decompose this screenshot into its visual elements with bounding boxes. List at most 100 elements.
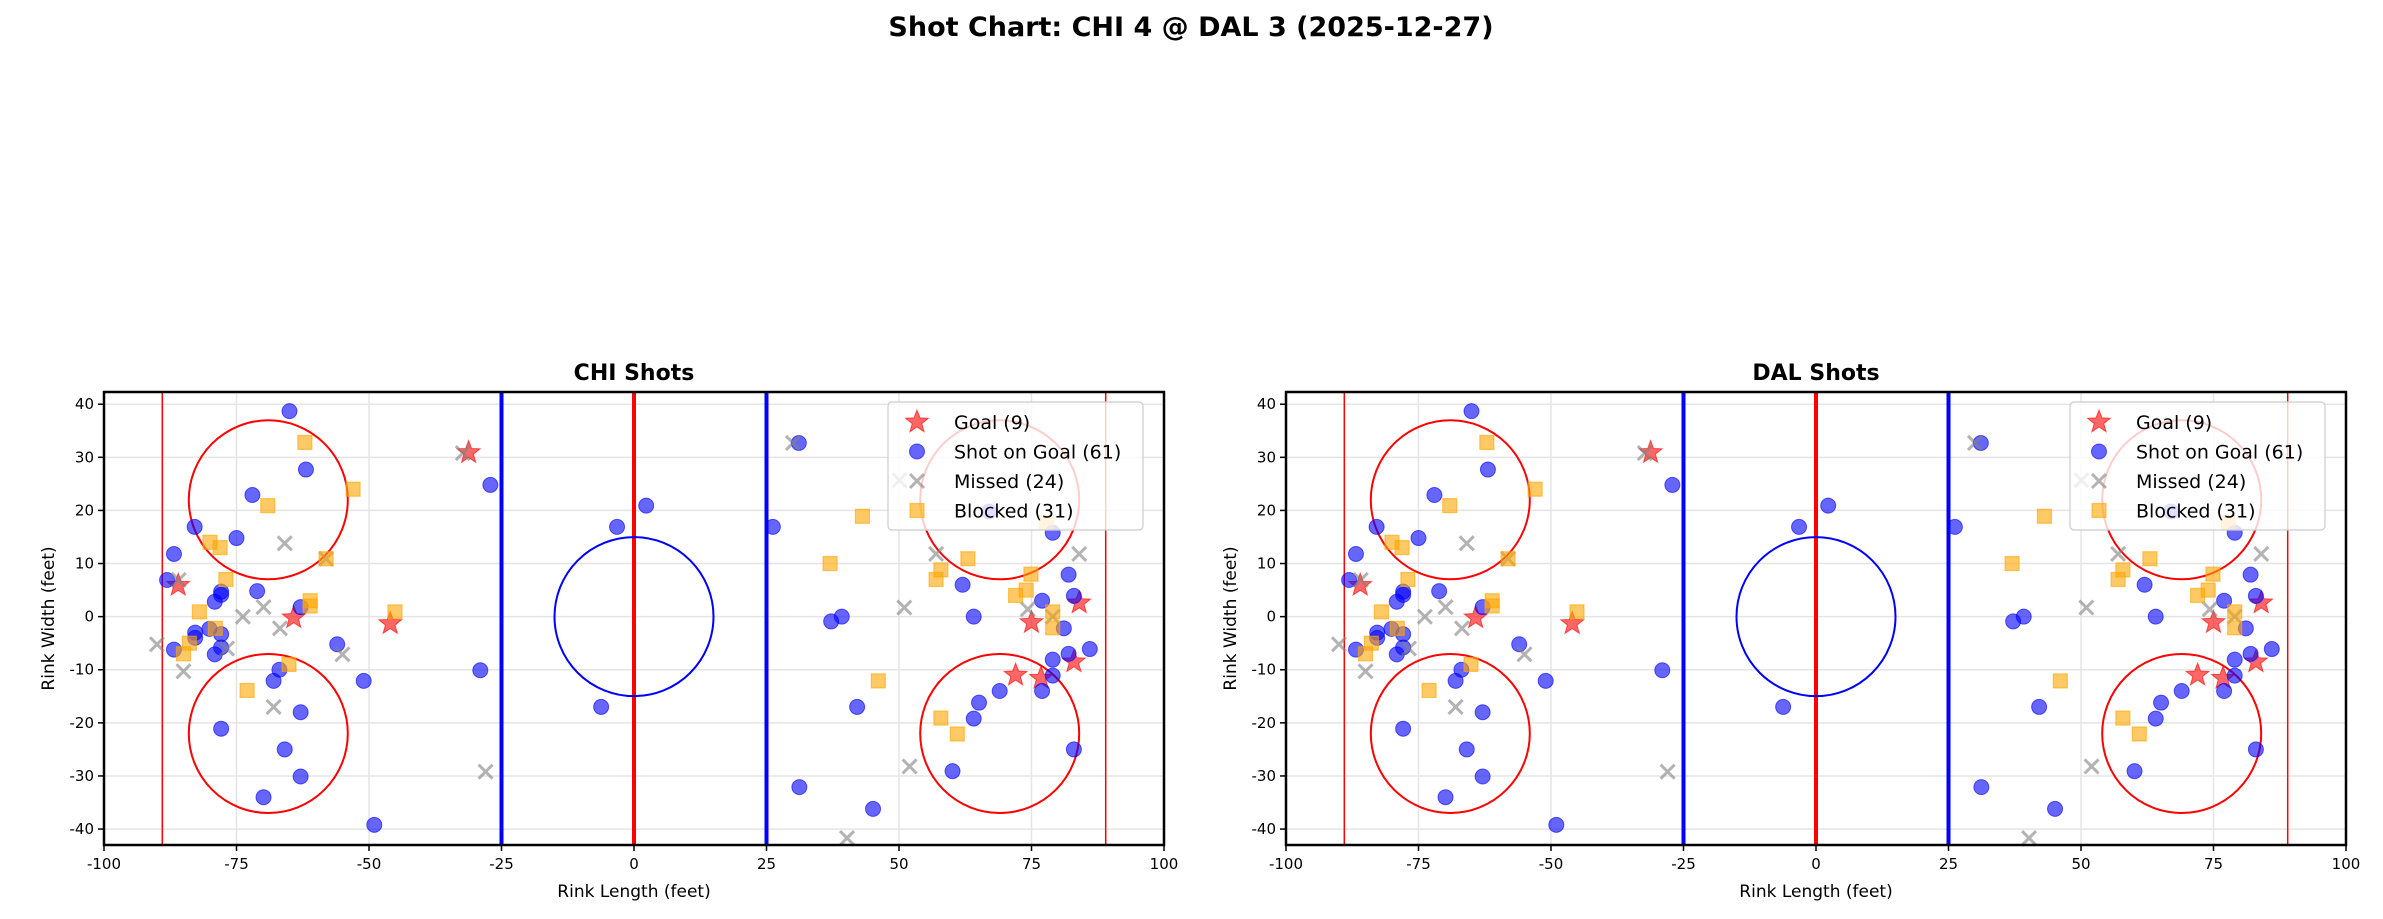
circle-point xyxy=(297,461,314,478)
square-point xyxy=(239,682,255,699)
circle-point xyxy=(1548,816,1565,833)
square-point xyxy=(1500,551,1516,567)
legend: Goal (9) Shot on Goal (61) Missed (24) Bloc… xyxy=(2069,401,2326,531)
square-point xyxy=(1442,498,1458,514)
square-point xyxy=(175,646,192,662)
circle-point xyxy=(2173,682,2190,699)
x-point xyxy=(454,445,471,462)
x-point xyxy=(1352,571,1369,589)
circle-point xyxy=(1437,789,1454,806)
circle-point xyxy=(1388,593,1405,610)
x-tick-label: -50 xyxy=(1539,855,1564,873)
x-tick-label: -75 xyxy=(1406,855,1431,873)
y-tick-label: -40 xyxy=(1252,820,1277,838)
circle-point xyxy=(1973,779,1990,796)
x-point xyxy=(2078,599,2095,616)
y-tick-label: 40 xyxy=(1257,395,1276,413)
x-point xyxy=(1516,646,1533,663)
data-points xyxy=(1330,403,2280,845)
rink-markings xyxy=(161,392,1107,845)
square-point xyxy=(928,571,944,588)
square-point xyxy=(949,726,965,742)
circle-point xyxy=(281,403,298,420)
circle-point xyxy=(1946,518,1963,535)
x-tick-label: 25 xyxy=(757,855,776,873)
x-point xyxy=(1458,535,1475,552)
legend-label: Goal (9) xyxy=(954,412,1030,434)
circle-point xyxy=(833,608,850,625)
square-point xyxy=(2131,726,2147,742)
y-tick-label: 20 xyxy=(75,501,94,519)
circle-point xyxy=(2153,694,2170,711)
y-tick-label: 10 xyxy=(75,555,94,573)
square-point xyxy=(2227,620,2243,636)
circle-point xyxy=(186,518,203,535)
faceoff-circle xyxy=(2101,652,2263,814)
square-point xyxy=(1421,682,1437,699)
legend-label: Shot on Goal (61) xyxy=(954,442,1121,464)
circle-point xyxy=(609,518,626,535)
data-points xyxy=(148,403,1098,845)
legend-circle-icon xyxy=(909,443,925,460)
x-point xyxy=(1330,636,1348,653)
square-point xyxy=(1023,566,1039,582)
legend-label: Blocked (31) xyxy=(954,501,1074,523)
circle-point xyxy=(965,710,982,727)
faceoff-circle xyxy=(187,419,349,581)
circle-point xyxy=(2015,608,2032,625)
legend-square-icon xyxy=(909,502,925,519)
square-point xyxy=(822,555,838,572)
square-point xyxy=(1527,481,1543,497)
square-point xyxy=(854,508,871,524)
x-point xyxy=(2083,758,2100,775)
circle-point xyxy=(1511,636,1528,653)
square-point xyxy=(281,656,297,673)
square-point xyxy=(1463,656,1479,673)
y-axis-label: Rink Width (feet) xyxy=(1221,546,1241,690)
x-tick-label: -25 xyxy=(1671,855,1696,873)
circle-point xyxy=(2136,576,2153,593)
x-tick-label: 0 xyxy=(1811,855,1821,873)
x-point xyxy=(218,640,236,657)
square-point xyxy=(1389,620,1405,636)
circle-point xyxy=(329,636,346,653)
x-tick-label: -100 xyxy=(1269,855,1303,873)
circle-point xyxy=(482,476,499,493)
x-tick-label: -100 xyxy=(87,855,121,873)
square-point xyxy=(318,551,334,567)
x-point xyxy=(784,434,802,452)
square-point xyxy=(2052,673,2068,689)
circle-point xyxy=(355,672,372,689)
circle-point xyxy=(472,662,489,679)
x-point xyxy=(928,545,945,563)
x-point xyxy=(2110,545,2127,563)
circle-point xyxy=(954,576,971,593)
circle-point xyxy=(265,672,282,689)
square-point xyxy=(1479,434,1495,451)
y-tick-label: -30 xyxy=(1252,767,1277,785)
legend-x-icon xyxy=(908,472,926,490)
square-point xyxy=(2110,571,2126,588)
circle-point xyxy=(2263,641,2280,658)
circle-point xyxy=(249,583,266,600)
x-point xyxy=(1416,608,1433,625)
circle-point xyxy=(165,545,182,562)
square-point xyxy=(1045,620,1061,636)
circle-point xyxy=(1426,487,1443,504)
x-point xyxy=(477,763,494,780)
x-point xyxy=(271,620,289,637)
x-axis-label: Rink Length (feet) xyxy=(1739,882,1892,902)
x-tick-label: 75 xyxy=(2204,855,2223,873)
star-point xyxy=(2200,609,2227,634)
y-tick-label: 0 xyxy=(84,608,94,626)
x-tick-label: 50 xyxy=(889,855,908,873)
circle-point xyxy=(213,720,230,737)
rink-markings xyxy=(1343,392,2289,845)
circle-point xyxy=(255,789,272,806)
x-point xyxy=(1453,620,1471,637)
faceoff-circle xyxy=(919,652,1081,814)
square-point xyxy=(2205,566,2221,582)
x-point xyxy=(2020,830,2038,845)
circle-point xyxy=(276,741,293,758)
x-tick-label: -25 xyxy=(489,855,514,873)
